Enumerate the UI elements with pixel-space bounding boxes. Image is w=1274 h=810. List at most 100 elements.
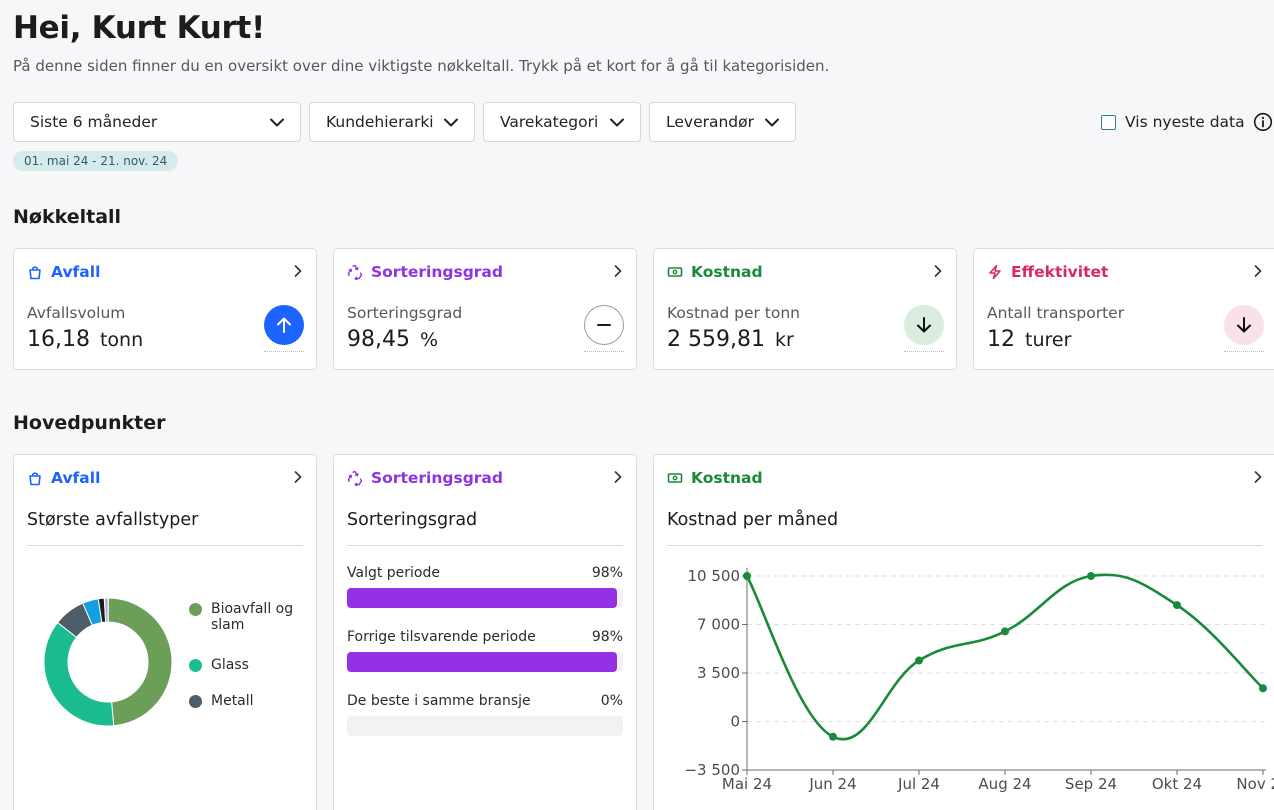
waste-donut-chart: [43, 597, 173, 727]
kpi-category-label: Effektivitet: [1011, 263, 1109, 281]
newest-data-checkbox[interactable]: [1101, 114, 1116, 130]
banknote-icon: [667, 267, 683, 277]
highlight-card-avfall[interactable]: Avfall Største avfallstyper Bioavfall og…: [13, 454, 317, 810]
period-select[interactable]: Siste 6 måneder: [13, 102, 301, 142]
trend-underline: [1224, 351, 1264, 352]
arrow-down-icon: [1237, 317, 1251, 333]
kpi-unit: tonn: [99, 329, 144, 351]
x-tick-label: Aug 24: [978, 775, 1031, 793]
x-tick-label: Jul 24: [897, 775, 940, 793]
highlights-section-title: Hovedpunkter: [13, 412, 166, 434]
trend-down-indicator: [1224, 305, 1264, 345]
date-range-badge: 01. mai 24 - 21. nov. 24: [13, 151, 179, 171]
product-category-select[interactable]: Varekategori: [483, 102, 641, 142]
chevron-down-icon: [270, 118, 284, 126]
bar-label: De beste i samme bransje: [347, 693, 531, 709]
divider: [27, 545, 303, 546]
x-tick-label: Sep 24: [1065, 775, 1117, 793]
y-tick-label: 7 000: [697, 616, 740, 634]
legend-swatch: [189, 659, 202, 672]
page-title: Hei, Kurt Kurt!: [13, 10, 265, 46]
kpi-number: 98,45: [347, 327, 410, 352]
sorting-bar-row: Forrige tilsvarende periode 98%: [347, 629, 623, 672]
bag-icon: [29, 472, 41, 486]
kpi-label: Kostnad per tonn: [667, 304, 800, 322]
data-point: [1259, 684, 1267, 693]
recycle-icon: [347, 264, 363, 280]
bar-value: 98%: [591, 565, 623, 581]
kpi-number: 2 559,81: [667, 327, 765, 352]
sorting-bar-row: Valgt periode 98%: [347, 565, 623, 608]
kpi-card-sorteringsgrad[interactable]: Sorteringsgrad Sorteringsgrad 98,45 %: [333, 248, 637, 370]
highlight-card-kostnad[interactable]: Kostnad Kostnad per måned −3 500 0 3 500 7 …: [653, 454, 1274, 810]
panel-title: Kostnad per måned: [667, 510, 839, 530]
data-point: [743, 572, 751, 580]
legend-item: Metall: [189, 693, 254, 709]
donut-slice: [43, 621, 115, 727]
bar-fill: [347, 588, 618, 608]
kpi-card-kostnad[interactable]: Kostnad Kostnad per tonn 2 559,81 kr: [653, 248, 957, 370]
highlight-card-header: Kostnad: [667, 469, 763, 487]
chevron-right-icon: [614, 265, 622, 277]
chevron-right-icon: [294, 471, 302, 483]
sorting-bar-row: De beste i samme bransje 0%: [347, 693, 623, 736]
trend-down-indicator: [904, 305, 944, 345]
x-tick-label: Okt 24: [1152, 775, 1202, 793]
bar-label: Valgt periode: [347, 565, 440, 581]
bar-track: [347, 716, 623, 736]
donut-slice: [107, 597, 173, 727]
kpi-category-label: Avfall: [51, 263, 101, 281]
kpi-card-avfall[interactable]: Avfall Avfallsvolum 16,18 tonn: [13, 248, 317, 370]
data-point: [1087, 572, 1095, 580]
kpi-card-header: Effektivitet: [987, 263, 1108, 281]
y-tick-label: 0: [730, 713, 740, 731]
y-tick-label: 10 500: [688, 567, 741, 585]
kpi-value: 12 turer: [987, 327, 1071, 352]
trend-up-indicator: [264, 305, 304, 345]
chevron-right-icon: [294, 265, 302, 277]
kpi-card-header: Kostnad: [667, 263, 763, 281]
newest-data-toggle[interactable]: Vis nyeste data: [1101, 112, 1273, 132]
customer-hierarchy-select[interactable]: Kundehierarki: [309, 102, 475, 142]
chevron-down-icon: [444, 118, 458, 126]
chevron-down-icon: [610, 118, 624, 126]
kpi-number: 16,18: [27, 327, 90, 352]
panel-title: Største avfallstyper: [27, 510, 199, 530]
bar-value: 0%: [600, 693, 623, 709]
trend-underline: [584, 351, 624, 352]
kpi-value: 2 559,81 kr: [667, 327, 794, 352]
kpi-section-title: Nøkkeltall: [13, 206, 122, 228]
bar-track: [347, 588, 623, 608]
kpi-card-header: Sorteringsgrad: [347, 263, 503, 281]
divider: [667, 545, 1262, 546]
trend-underline: [264, 351, 304, 352]
supplier-select[interactable]: Leverandør: [649, 102, 796, 142]
kpi-number: 12: [987, 327, 1015, 352]
kpi-label: Antall transporter: [987, 304, 1125, 322]
legend-swatch: [189, 603, 202, 616]
bar-label: Forrige tilsvarende periode: [347, 629, 536, 645]
kpi-card-effektivitet[interactable]: Effektivitet Antall transporter 12 turer: [973, 248, 1274, 370]
x-tick-label: Nov 24: [1236, 775, 1274, 793]
kpi-unit: turer: [1025, 329, 1072, 351]
highlight-category-label: Kostnad: [691, 469, 763, 487]
y-tick-label: 3 500: [697, 664, 740, 682]
bar-value: 98%: [591, 629, 623, 645]
legend-swatch: [189, 695, 202, 708]
y-tick-label: −3 500: [684, 761, 740, 779]
divider: [347, 545, 623, 546]
bag-icon: [29, 266, 41, 280]
highlight-card-sorteringsgrad[interactable]: Sorteringsgrad Sorteringsgrad Valgt peri…: [333, 454, 637, 810]
highlight-card-header: Avfall: [27, 469, 100, 487]
chevron-right-icon: [934, 265, 942, 277]
data-point: [1001, 627, 1009, 636]
kpi-category-label: Kostnad: [691, 263, 763, 281]
info-icon[interactable]: [1253, 112, 1273, 132]
legend-label-line: slam: [211, 617, 245, 633]
panel-title: Sorteringsgrad: [347, 510, 478, 530]
product-category-label: Varekategori: [500, 113, 599, 131]
data-point: [1173, 601, 1181, 610]
kpi-unit: %: [419, 329, 439, 351]
page-subtitle: På denne siden finner du en oversikt ove…: [13, 57, 830, 75]
legend-item: Bioavfall og slam: [189, 601, 293, 633]
